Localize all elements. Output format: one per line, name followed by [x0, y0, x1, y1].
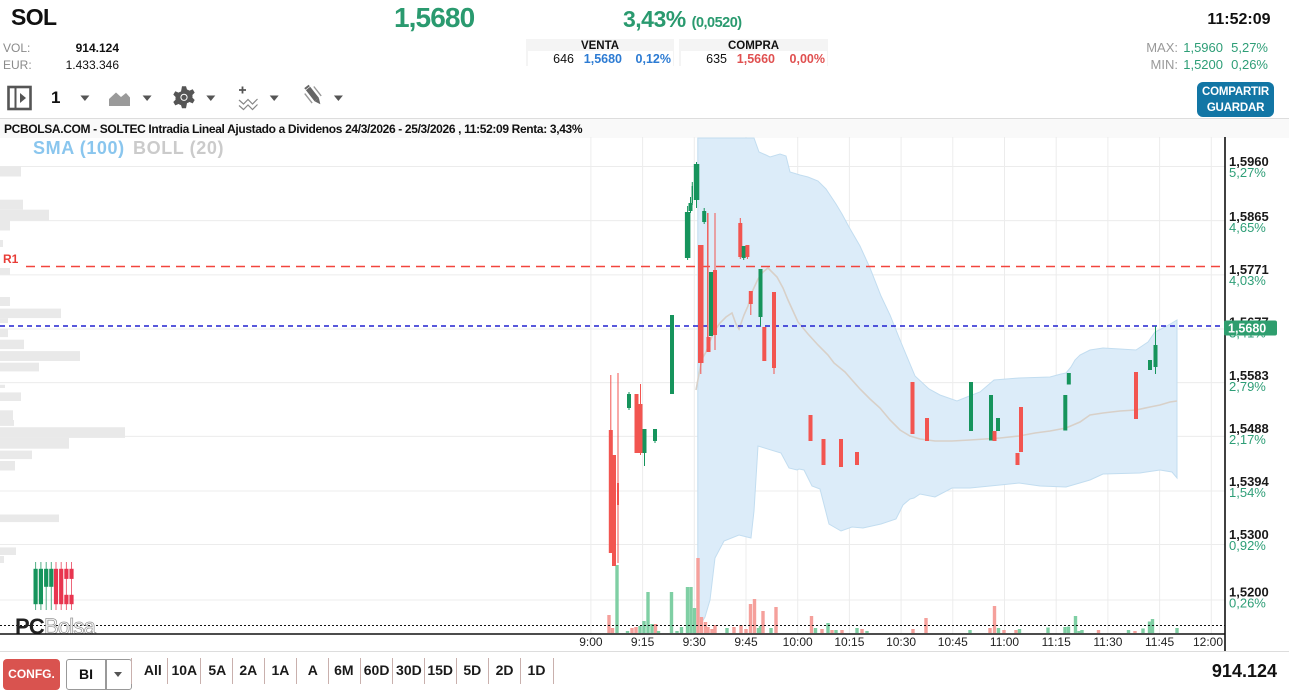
svg-text:1,5300: 1,5300 — [1229, 527, 1269, 542]
svg-text:10:00: 10:00 — [783, 635, 813, 649]
svg-text:2,79%: 2,79% — [1229, 379, 1266, 394]
svg-text:11:00: 11:00 — [990, 635, 1019, 649]
svg-text:1,5960: 1,5960 — [1229, 154, 1269, 169]
svg-text:1,5771: 1,5771 — [1229, 262, 1269, 277]
svg-text:9:00: 9:00 — [579, 635, 603, 649]
svg-text:12:00: 12:00 — [1193, 635, 1223, 649]
svg-text:PC: PC — [15, 614, 45, 639]
svg-text:1,54%: 1,54% — [1229, 485, 1266, 500]
svg-text:4,65%: 4,65% — [1229, 220, 1266, 235]
svg-text:11:15: 11:15 — [1042, 635, 1071, 649]
svg-text:11:45: 11:45 — [1145, 635, 1174, 649]
svg-text:11:30: 11:30 — [1093, 635, 1122, 649]
svg-text:10:15: 10:15 — [834, 635, 864, 649]
svg-text:1,5200: 1,5200 — [1229, 585, 1269, 600]
svg-text:1,5680: 1,5680 — [1228, 322, 1266, 336]
svg-text:9:30: 9:30 — [683, 635, 707, 649]
svg-text:2,17%: 2,17% — [1229, 432, 1266, 447]
svg-text:1,5583: 1,5583 — [1229, 368, 1269, 383]
svg-text:R1: R1 — [3, 252, 19, 266]
svg-text:10:30: 10:30 — [886, 635, 916, 649]
svg-text:SMA (100): SMA (100) — [33, 138, 125, 158]
svg-text:5,27%: 5,27% — [1229, 165, 1266, 180]
svg-text:4,03%: 4,03% — [1229, 273, 1266, 288]
svg-text:9:15: 9:15 — [631, 635, 655, 649]
svg-text:10:45: 10:45 — [938, 635, 968, 649]
svg-text:Bolsa: Bolsa — [44, 614, 97, 639]
svg-text:1,5394: 1,5394 — [1229, 474, 1270, 489]
svg-text:0,26%: 0,26% — [1229, 596, 1266, 611]
svg-text:1,5488: 1,5488 — [1229, 421, 1269, 436]
svg-text:1,5865: 1,5865 — [1229, 209, 1269, 224]
svg-text:9:45: 9:45 — [734, 635, 758, 649]
svg-text:0,92%: 0,92% — [1229, 538, 1266, 553]
svg-text:BOLL (20): BOLL (20) — [133, 138, 224, 158]
